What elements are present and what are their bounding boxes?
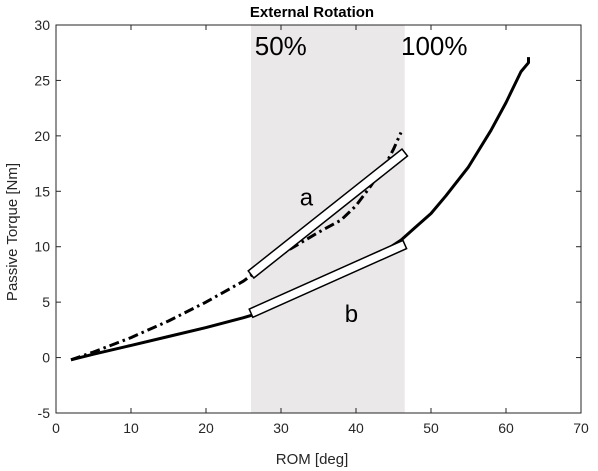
annotations-layer: 50% 100% a b [255,31,468,328]
x-tick-label: 10 [123,420,139,436]
fit-bar-b [248,239,408,319]
y-tick-label: 5 [42,294,50,310]
x-axis-label: ROM [deg] [276,451,349,468]
axes-box [55,24,582,414]
annotation-label-a: a [300,185,314,212]
x-tick-label: 20 [198,420,214,436]
x-tick-label: 40 [348,420,364,436]
y-tick-label: -5 [38,405,51,421]
x-tick-label: 60 [498,420,514,436]
y-tick-label: 25 [34,72,50,88]
annotation-label-b: b [345,301,358,328]
x-tick-label: 0 [52,420,60,436]
y-tick-label: 20 [34,128,50,144]
y-tick-label: 10 [34,239,50,255]
fit-bars-layer [247,147,409,319]
y-axis-label: Passive Torque [Nm] [4,163,21,301]
y-tick-label: 30 [34,17,50,33]
y-tick-label: 0 [42,350,50,366]
x-tick-label: 30 [273,420,289,436]
annotation-percent: 100% [401,31,468,61]
x-tick-label: 50 [423,420,439,436]
annotation-percent: 50% [255,31,307,61]
y-tick-label: 15 [34,183,50,199]
x-tick-label: 70 [573,420,589,436]
fit-bar-a [247,147,409,280]
series-line-dashdot [70,131,403,362]
chart-title: External Rotation [250,4,374,21]
